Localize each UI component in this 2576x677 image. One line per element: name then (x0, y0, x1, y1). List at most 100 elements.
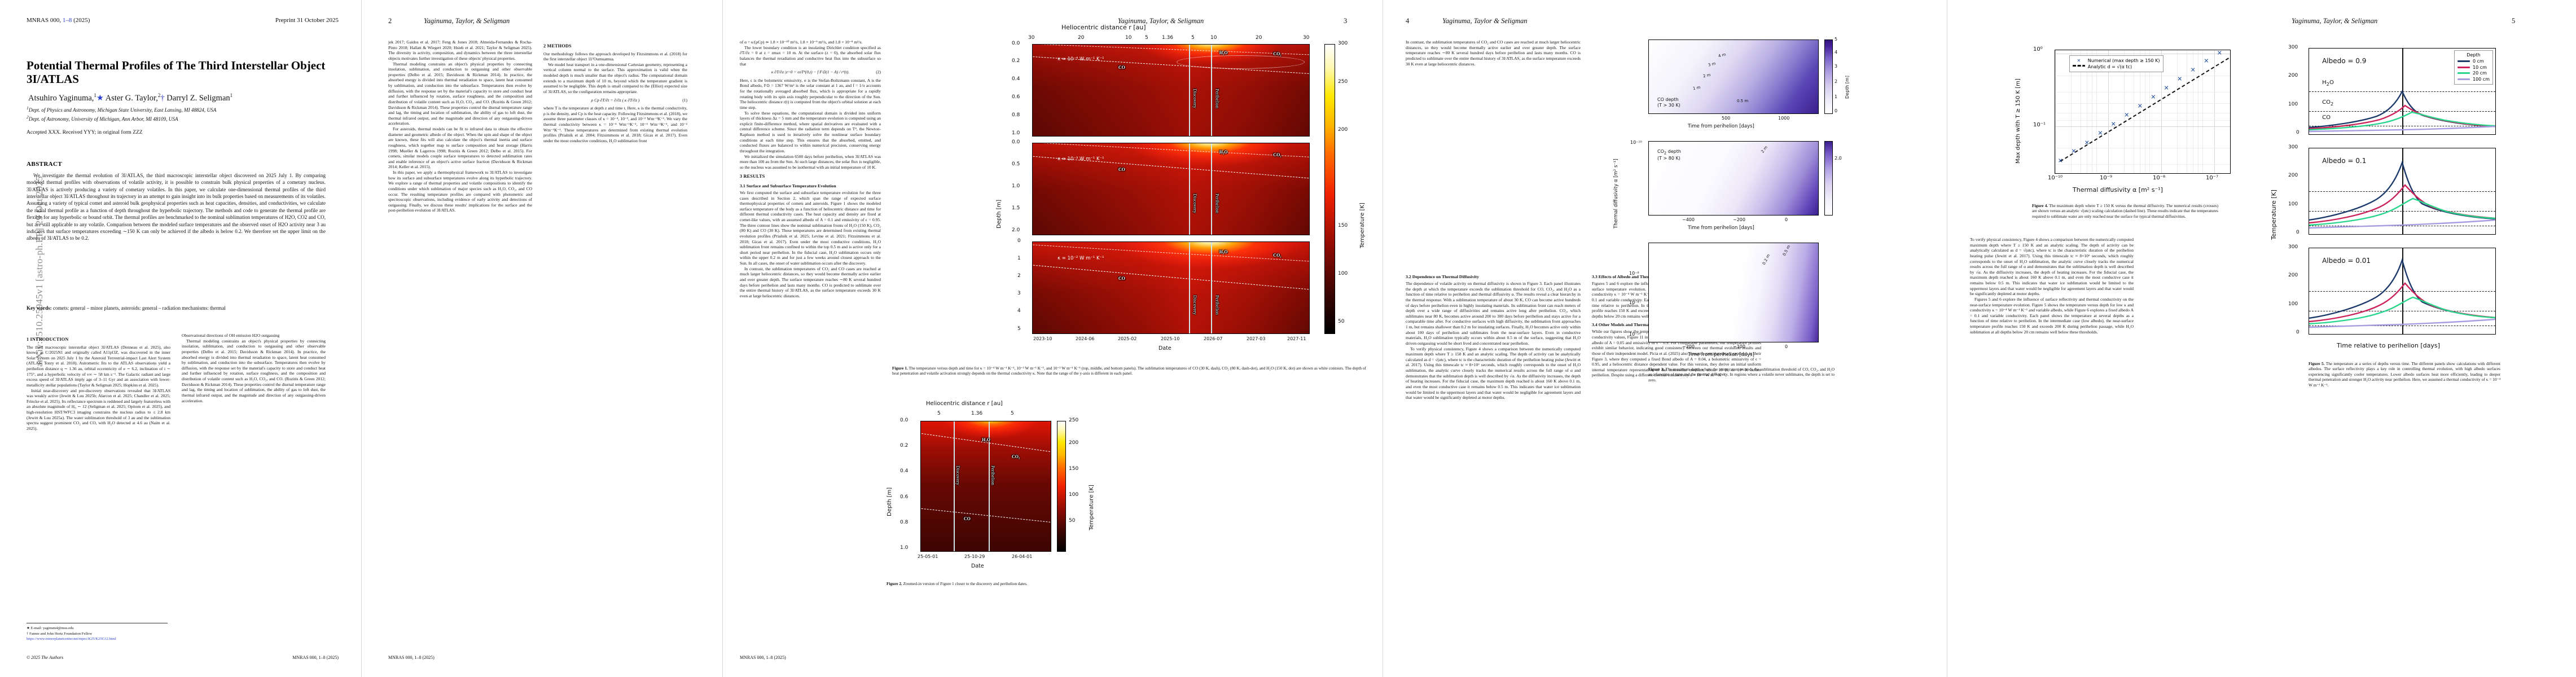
fig3-co2-cbar-tick: 2.0 (1835, 156, 1842, 161)
page3-para-2: The lower boundary condition is an insul… (740, 45, 881, 67)
fig3-cbar-tick: 5 (1835, 37, 1838, 42)
fig1-top-tick: 10 (1210, 35, 1217, 41)
legend-swatch-20cm (2457, 72, 2470, 74)
fig2-x-axis-label: Date (971, 563, 984, 569)
fig1-xtick: 2023-10 (1033, 336, 1052, 341)
x-marker-icon: ✕ (2077, 58, 2081, 64)
fig5-ytick-b: 0 (2296, 230, 2299, 235)
journal-pages[interactable]: 1–8 (62, 17, 72, 24)
fig3-cbar-tick: 4 (1835, 50, 1838, 55)
page3-number: 3 (1344, 17, 1348, 25)
section-3-2-para-1: The dependence of volatile activity on t… (1406, 281, 1581, 346)
fig1-xtick: 2024-06 (1076, 336, 1095, 341)
fig1-co-label-a: CO (1118, 64, 1125, 70)
fig5-legend-label-100cm: 100 cm (2472, 76, 2490, 82)
fig1-ytick-a: 0.4 (1012, 76, 1020, 82)
fig4-xtick: 10⁻⁸ (2153, 175, 2166, 181)
fig1-colorbar-label: Temperature [K] (1359, 203, 1366, 248)
page5-running-head: Yaginuma, Taylor, & Seligman (2292, 17, 2378, 25)
fig5-curves-c (2309, 257, 2495, 328)
fig3-co-colorbar (1824, 39, 1833, 114)
keywords-label: Key words: (27, 305, 52, 311)
fig1-ytick-c: 2 (1017, 273, 1021, 279)
fig4-x-axis-label: Thermal diffusivity α [m² s⁻¹] (2073, 186, 2163, 194)
fig1-co-label-b: CO (1118, 167, 1125, 173)
fig4-plot-area: ✕ ✕ ✕ ✕ ✕ ✕ ✕ ✕ ✕ ✕ ✕ ✕ ✕ ✕ Numerical (m… (2055, 50, 2231, 174)
fig1-ytick-c: 1 (1017, 256, 1021, 261)
fig1-kappa-label-a: κ = 10⁻⁴ W m⁻¹ K⁻¹ (1057, 56, 1104, 63)
abstract-text: We investigate the thermal evolution of … (27, 173, 326, 241)
fig3-co2-xtick: −200 (1733, 217, 1745, 222)
section-3-1-heading: 3.1 Surface and Subsurface Temperature E… (740, 183, 836, 188)
figure-4-caption-text: The maximum depth where T ≥ 150 K versus… (2032, 203, 2218, 219)
page2-number: 2 (388, 17, 392, 25)
fig5-perihelion-line-c (2402, 248, 2403, 334)
fig1-colorbar (1324, 44, 1335, 334)
keywords-values: comets: general – minor planets, asteroi… (53, 305, 226, 311)
fig2-top-axis-label: Heliocentric distance r [au] (926, 401, 1003, 407)
fig2-colorbar-label: Temperature [K] (1089, 485, 1095, 530)
page5-para-2: Figures 5 and 6 explore the influence of… (1970, 296, 2134, 335)
legend-swatch-10cm (2457, 66, 2470, 68)
fig2-ytick: 0.8 (900, 520, 909, 525)
fig1-panel-kappa-1e-3: Discovery Perihelion H₂O CO CO₂ κ = 10⁻³… (1032, 143, 1310, 235)
fig5-ytick-c: 300 (2288, 244, 2298, 250)
fig2-cbar-tick: 200 (1069, 440, 1079, 446)
fig5-panel-albedo-01: Albedo = 0.1 (2309, 148, 2496, 235)
fig2-discovery-line (953, 421, 955, 551)
fig1-kappa-label-b: κ = 10⁻³ W m⁻¹ K⁻¹ (1057, 156, 1104, 162)
page2-para-4: In this paper, we apply a thermophysical… (388, 170, 532, 213)
fig1-ytick-a: 0.6 (1012, 94, 1020, 100)
fig5-legend-row-0cm: 0 cm (2457, 59, 2490, 64)
fig5-ytick-c: 200 (2288, 272, 2298, 278)
results-heading: 3 RESULTS (740, 174, 765, 179)
fig1-ytick-c: 5 (1017, 326, 1021, 332)
equation-2: κ ∂T/∂z |z=0 = ϵσT⁴(0,t) − f F⊙(1 − A) /… (740, 69, 881, 75)
figure-2-caption-label: Figure 2. (887, 581, 902, 586)
fig3-cbar-tick: 3 (1835, 64, 1838, 69)
fig5-co2-label-a: CO2 (2322, 99, 2334, 107)
equation-1: ρ Cp ∂T/∂t = ∂/∂z ( κ ∂T/∂z ) (1) (543, 98, 687, 103)
fig1-panel-kappa-1e-2: Discovery Perihelion H₂O CO CO₂ κ = 10⁻²… (1032, 241, 1310, 334)
page3-footer: MNRAS 000, 1–8 (2025) (740, 655, 786, 660)
page3-running-head: Yaginuma, Taylor, & Seligman (1118, 17, 1204, 25)
page1-footer-right: MNRAS 000, 1–8 (2025) (292, 655, 339, 660)
page-3: Yaginuma, Taylor, & Seligman 3 of α = κ/… (722, 0, 1383, 677)
fig5-legend-row-20cm: 20 cm (2457, 71, 2490, 76)
page1-footer-left: © 2025 The Authors (27, 655, 64, 660)
figure-3-caption-label: Figure 3. (1648, 367, 1665, 372)
fig2-colorbar (1057, 421, 1066, 552)
fig1-xtick: 2025-10 (1161, 336, 1180, 341)
fig4-legend-row-analytic: Analytic d = √(α tc) (2072, 64, 2160, 69)
fig3-h2o-ytick: 10⁻¹⁰ (1629, 332, 1641, 337)
fig3-panel-h2o: 0.5 m 0.2 m (1648, 243, 1819, 342)
fig1-co2-label-a: CO₂ (1273, 51, 1282, 57)
fig3-h2o-xtick: −200 (1682, 344, 1695, 349)
fig2-heatmap (921, 421, 1051, 551)
fig1-ytick-c: 0 (1017, 238, 1021, 244)
page2-footer: MNRAS 000, 1–8 (2025) (388, 655, 435, 660)
fig1-xtick: 2025-02 (1118, 336, 1137, 341)
fig1-discovery-line-b (1188, 143, 1190, 235)
page2-continued: jek 2017; Gaidos et al. 2017; Feng & Jon… (388, 39, 532, 61)
fig4-legend-label-analytic: Analytic d = √(α tc) (2087, 64, 2132, 69)
fig5-ytick-a: 200 (2288, 73, 2298, 78)
fig4-xtick: 10⁻¹⁰ (2048, 175, 2063, 181)
fig1-cbar-tick: 200 (1338, 127, 1348, 133)
fig3-h2o-ytick: 10⁻⁹ (1629, 300, 1639, 305)
fig1-perihelion-line-c (1211, 242, 1213, 333)
fig3-cbar-tick: 2 (1835, 79, 1838, 84)
page4-number: 4 (1406, 17, 1410, 25)
fig1-ytick-a: 0.0 (1012, 41, 1020, 46)
fig1-ytick-b: 1.5 (1012, 205, 1020, 211)
abstract-heading: ABSTRACT (27, 161, 63, 168)
fig1-perihelion-line-a (1211, 45, 1213, 136)
fig1-discovery-line-a (1188, 45, 1190, 136)
fig2-top-tick: 5 (1011, 411, 1014, 416)
section-3-4-heading: 3.4 Other Models and Thermal Behaviour (1592, 322, 1671, 328)
fig1-perihelion-label-c: Perihelion (1214, 294, 1221, 315)
page-1: MNRAS 000, 1–8 (2025) Preprint 31 Octobe… (0, 0, 361, 677)
methods-para-2: where T is the temperature at depth z an… (543, 105, 687, 143)
fig1-cbar-tick: 50 (1338, 319, 1345, 324)
